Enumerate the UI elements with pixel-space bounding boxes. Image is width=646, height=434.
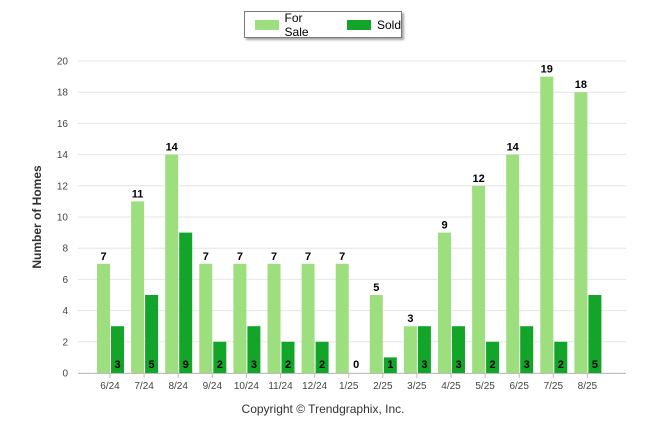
data-label-sold: 2 (285, 359, 291, 371)
y-axis-title: Number of Homes (30, 165, 44, 269)
legend-item-for-sale[interactable]: For Sale (255, 11, 329, 39)
data-label-sold: 3 (251, 359, 257, 371)
bar-for-sale (131, 201, 145, 373)
legend-label-for-sale: For Sale (284, 10, 309, 39)
data-label-for-sale: 9 (441, 220, 447, 232)
data-label-for-sale: 7 (271, 251, 277, 263)
data-label-sold: 2 (217, 359, 223, 371)
x-tick-label: 2/25 (373, 381, 393, 392)
bar-sold (588, 295, 602, 373)
y-tick-label: 14 (57, 150, 69, 161)
y-tick-label: 8 (62, 244, 68, 255)
bar-for-sale (267, 263, 281, 373)
x-tick-label: 6/24 (100, 381, 120, 392)
bar-sold (554, 341, 568, 373)
data-label-for-sale: 3 (407, 313, 413, 325)
bar-for-sale (335, 263, 349, 373)
legend-swatch-sold (346, 19, 371, 30)
data-label-sold: 0 (353, 359, 359, 371)
x-tick-label: 11/24 (268, 381, 293, 392)
bar-sold (145, 295, 159, 373)
bar-for-sale (233, 263, 247, 373)
data-label-for-sale: 14 (507, 142, 520, 154)
x-tick-label: 7/24 (134, 381, 154, 392)
bar-for-sale (369, 295, 383, 373)
bar-sold (111, 326, 124, 373)
x-tick-label: 12/24 (302, 381, 327, 392)
bar-sold (520, 326, 534, 373)
x-tick-label: 5/25 (475, 381, 495, 392)
bar-for-sale (472, 185, 486, 373)
bar-sold (452, 326, 465, 373)
x-tick-label: 4/25 (441, 381, 461, 392)
data-label-sold: 3 (421, 359, 427, 371)
data-label-for-sale: 19 (541, 64, 553, 76)
bar-for-sale (165, 154, 179, 373)
data-label-for-sale: 12 (472, 173, 484, 185)
bar-for-sale (403, 326, 417, 373)
y-tick-label: 20 (57, 57, 69, 68)
data-label-sold: 3 (455, 359, 461, 371)
legend-item-sold[interactable]: Sold (346, 17, 401, 32)
x-tick-label: 8/24 (168, 381, 188, 392)
copyright-text: Copyright © Trendgraphix, Inc. (241, 402, 405, 416)
data-label-sold: 5 (592, 359, 598, 371)
data-label-for-sale: 11 (132, 188, 144, 200)
bar-sold (383, 357, 397, 373)
x-tick-label: 3/25 (407, 381, 427, 392)
x-tick-label: 10/24 (234, 381, 259, 392)
data-label-sold: 1 (387, 359, 393, 371)
legend-label-sold: Sold (376, 17, 401, 32)
data-label-for-sale: 7 (203, 251, 209, 263)
y-tick-label: 2 (62, 337, 68, 348)
bar-sold (417, 326, 431, 373)
legend: For Sale Sold (244, 11, 402, 39)
data-label-for-sale: 7 (237, 251, 243, 263)
data-label-for-sale: 18 (575, 79, 587, 91)
data-label-for-sale: 5 (373, 282, 379, 294)
data-label-sold: 3 (114, 359, 120, 371)
data-label-sold: 2 (490, 359, 496, 371)
data-label-sold: 2 (319, 359, 325, 371)
y-tick-label: 4 (62, 306, 68, 317)
data-label-sold: 2 (558, 359, 564, 371)
data-label-for-sale: 7 (100, 251, 106, 263)
x-tick-label: 8/25 (578, 381, 598, 392)
bar-for-sale (438, 232, 451, 373)
data-label-sold: 3 (524, 359, 530, 371)
data-label-sold: 9 (183, 359, 189, 371)
bar-for-sale (301, 263, 315, 373)
bar-for-sale (574, 92, 588, 373)
data-label-for-sale: 7 (305, 251, 311, 263)
bar-sold (486, 341, 500, 373)
x-tick-label: 6/25 (509, 381, 529, 392)
y-tick-label: 6 (62, 275, 68, 286)
bar-sold (315, 341, 329, 373)
x-tick-label: 9/24 (203, 381, 223, 392)
bar-sold (281, 341, 295, 373)
x-tick-label: 1/25 (339, 381, 359, 392)
data-label-sold: 5 (149, 359, 155, 371)
bar-for-sale (199, 263, 213, 373)
legend-swatch-for-sale (255, 19, 279, 30)
y-tick-label: 16 (57, 119, 69, 130)
bar-for-sale (540, 76, 554, 373)
data-label-for-sale: 7 (339, 251, 345, 263)
bar-sold (213, 341, 227, 373)
bar-sold (247, 326, 261, 373)
bar-sold (179, 232, 193, 373)
bar-for-sale (97, 263, 110, 373)
y-tick-label: 12 (57, 181, 69, 192)
y-tick-label: 10 (57, 213, 69, 224)
y-tick-label: 18 (57, 88, 69, 99)
y-tick-label: 0 (62, 369, 68, 380)
data-label-for-sale: 14 (166, 142, 179, 154)
bar-for-sale (506, 154, 520, 373)
x-tick-label: 7/25 (544, 381, 564, 392)
